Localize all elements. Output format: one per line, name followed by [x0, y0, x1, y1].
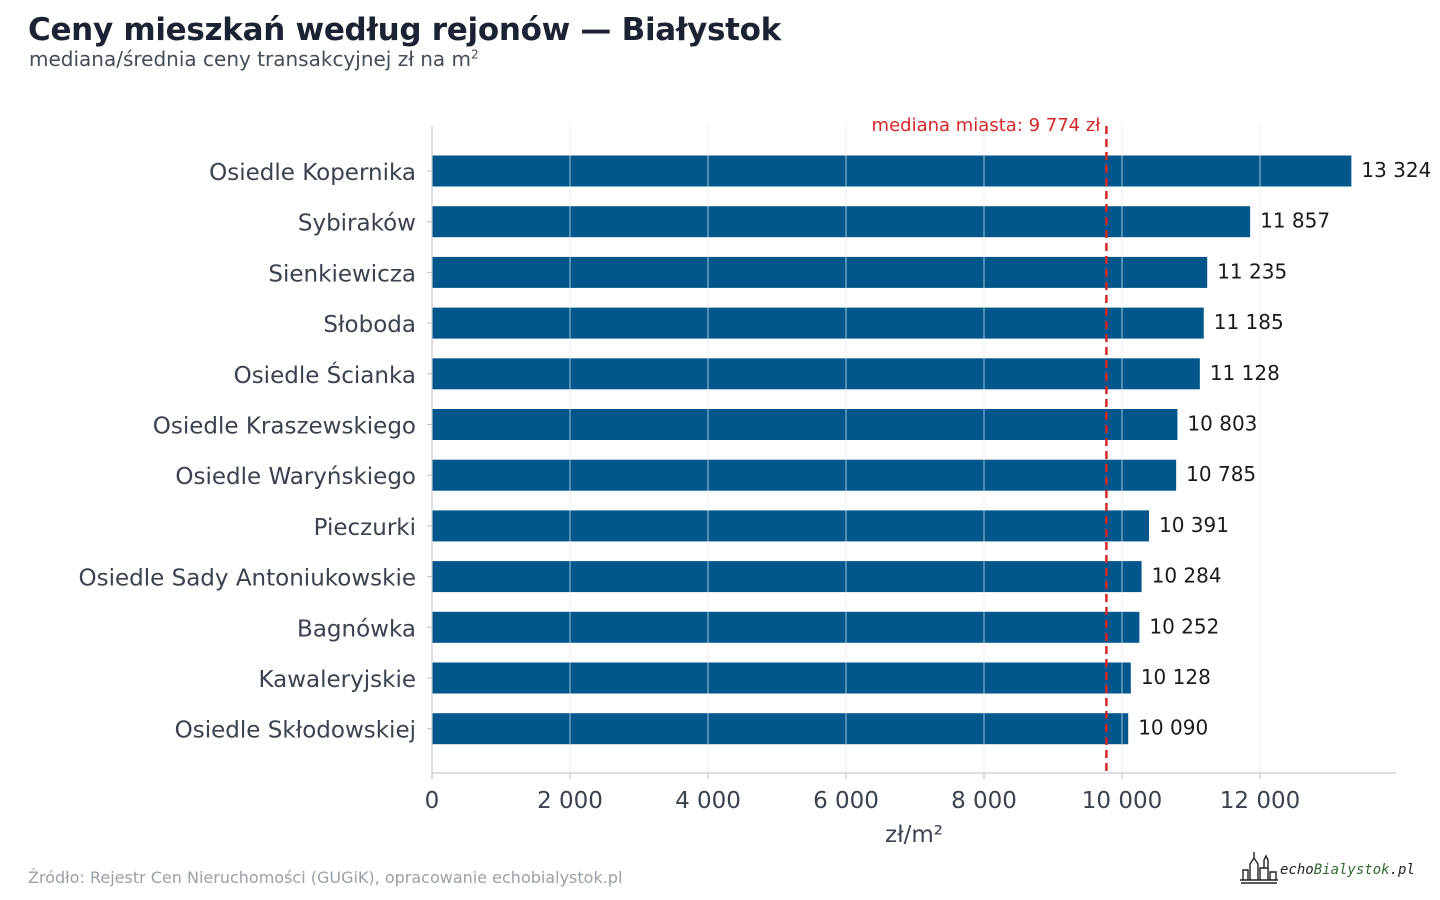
x-tick-label: 6 000	[813, 788, 879, 814]
value-label: 10 252	[1149, 614, 1219, 638]
value-label: 10 128	[1141, 665, 1211, 689]
value-labels: 13 324 11 857 11 235 11 185 11 128 10 803 10 7…	[1138, 158, 1431, 740]
value-label: 10 391	[1159, 513, 1229, 537]
value-label: 11 857	[1260, 209, 1330, 233]
category-label: Osiedle Sady Antoniukowskie	[79, 566, 416, 592]
x-tick-label: 4 000	[675, 788, 741, 814]
value-label: 10 090	[1138, 716, 1208, 740]
value-label: 11 185	[1214, 310, 1284, 334]
median-reference: mediana miasta: 9 774 zł	[872, 115, 1108, 773]
source-note: Źródło: Rejestr Cen Nieruchomości (GUGiK…	[28, 868, 623, 887]
category-label: Osiedle Waryńskiego	[175, 464, 416, 490]
category-label: Osiedle Skłodowskiej	[175, 718, 416, 744]
bar	[432, 510, 1149, 542]
category-label: Bagnówka	[297, 616, 416, 642]
bar	[432, 358, 1200, 390]
subtitle-superscript: 2	[471, 47, 479, 62]
bar	[432, 307, 1204, 339]
median-label: mediana miasta: 9 774 zł	[872, 115, 1102, 136]
chart-title: Ceny mieszkań według rejonów — Białystok	[28, 12, 781, 48]
x-tick-label: 12 000	[1220, 788, 1300, 814]
value-label: 11 235	[1217, 259, 1287, 283]
x-axis: 0 2 000 4 000 6 000 8 000 10 000 12 000 zł/m²	[425, 126, 1396, 848]
bar	[432, 611, 1140, 643]
chart-subtitle: mediana/średnia ceny transakcyjnej zł na…	[29, 47, 479, 71]
value-label: 10 785	[1186, 462, 1256, 486]
bars	[432, 126, 1352, 773]
x-tick-label: 10 000	[1082, 788, 1162, 814]
category-label: Osiedle Kraszewskiego	[153, 414, 416, 440]
x-tick-label: 2 000	[537, 788, 603, 814]
bar	[432, 459, 1177, 491]
category-label: Pieczurki	[314, 515, 416, 541]
site-logo: echoBialystok.pl	[1238, 848, 1415, 886]
category-label: Osiedle Ścianka	[234, 361, 416, 389]
city-skyline-icon	[1240, 852, 1278, 884]
x-tick-label: 0	[425, 788, 440, 814]
category-label: Słoboda	[323, 312, 416, 338]
bar	[432, 662, 1131, 694]
subtitle-text: mediana/średnia ceny transakcyjnej zł na…	[29, 47, 472, 71]
bar	[432, 155, 1352, 187]
category-labels: Osiedle Kopernika Sybiraków Sienkiewicza Sł…	[79, 160, 432, 744]
category-label: Sybiraków	[298, 211, 416, 237]
bar	[432, 206, 1251, 238]
logo-text: echoBialystok.pl	[1280, 862, 1415, 878]
bar	[432, 409, 1178, 440]
value-label: 10 284	[1152, 564, 1222, 588]
value-label: 10 803	[1187, 412, 1257, 436]
bar	[432, 256, 1208, 288]
value-label: 13 324	[1361, 158, 1431, 182]
x-tick-label: 8 000	[951, 788, 1017, 814]
value-label: 11 128	[1210, 361, 1280, 385]
x-axis-title: zł/m²	[885, 822, 943, 848]
bar	[432, 713, 1129, 745]
category-label: Osiedle Kopernika	[209, 160, 416, 186]
category-label: Kawaleryjskie	[258, 667, 416, 693]
bar	[432, 561, 1142, 593]
category-label: Sienkiewicza	[268, 261, 416, 287]
